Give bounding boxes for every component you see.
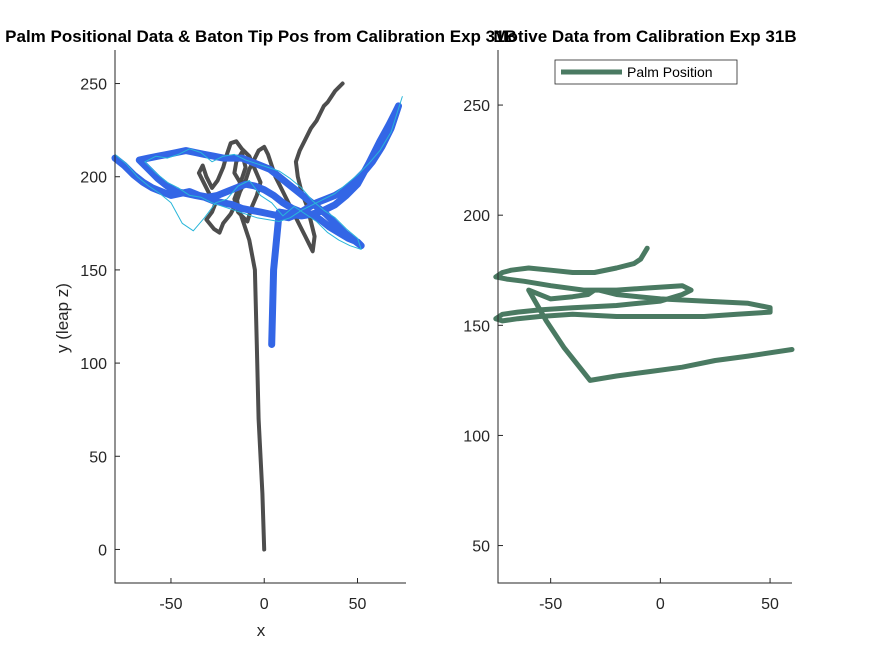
- left-x-axis-label: x: [257, 621, 266, 640]
- left-y-tick-label: 0: [98, 542, 107, 559]
- left-x-tick-label: 0: [260, 596, 269, 613]
- right-plot-lines: [493, 245, 795, 383]
- left-series-line-2: [114, 96, 403, 250]
- left-y-tick-label: 200: [80, 170, 107, 187]
- right-x-tick-label: 0: [656, 596, 665, 613]
- right-y-tick-label: 50: [472, 539, 490, 556]
- right-series-line-0: [493, 245, 795, 383]
- right-y-tick-label: 150: [463, 318, 490, 335]
- left-x-tick-label: 50: [349, 596, 367, 613]
- left-y-tick-label: 250: [80, 77, 107, 94]
- right-y-tick-label: 250: [463, 98, 490, 115]
- right-x-tick-label: -50: [539, 596, 562, 613]
- left-ticks: -50 0 50 0 50 100 150 200 250: [80, 77, 366, 613]
- right-x-tick-label: 50: [761, 596, 779, 613]
- left-y-tick-label: 150: [80, 263, 107, 280]
- right-chart: -50 0 50 50 100 150 200 250 Motive Data from Ca…: [463, 27, 796, 613]
- left-chart-title: Palm Positional Data & Baton Tip Pos fro…: [5, 27, 517, 46]
- left-y-tick-label: 50: [89, 449, 107, 466]
- left-y-tick-label: 100: [80, 356, 107, 373]
- right-y-tick-label: 200: [463, 208, 490, 225]
- legend-label-palm-position: Palm Position: [627, 64, 713, 80]
- left-series-line-1: [111, 102, 402, 348]
- right-ticks: -50 0 50 50 100 150 200 250: [463, 98, 779, 613]
- legend[interactable]: Palm Position: [554, 59, 738, 85]
- left-chart: -50 0 50 0 50 100 150 200 250 x y (leap z) Palm …: [5, 27, 517, 640]
- left-plot-lines: [111, 81, 403, 552]
- right-y-tick-label: 100: [463, 428, 490, 445]
- left-y-axis-label: y (leap z): [53, 283, 72, 353]
- left-axes-frame: [114, 50, 406, 584]
- right-axes-frame: [497, 50, 792, 584]
- left-x-tick-label: -50: [159, 596, 182, 613]
- right-chart-title: Motive Data from Calibration Exp 31B: [493, 27, 796, 46]
